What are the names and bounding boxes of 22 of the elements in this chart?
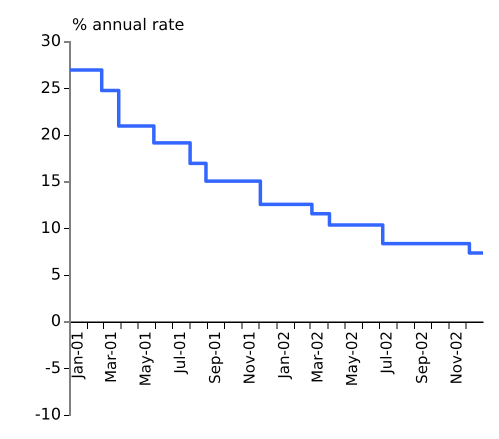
x-tick-label: May-02 — [343, 331, 362, 386]
x-tick-label: May-01 — [136, 331, 154, 386]
y-tick-label: 0 — [50, 311, 61, 330]
y-axis-title: % annual rate — [72, 15, 184, 34]
x-tick-label: Jul-01 — [170, 331, 189, 375]
y-tick-label: 20 — [40, 124, 61, 144]
x-tick-label: Jul-02 — [378, 331, 396, 375]
x-tick-label: Nov-01 — [240, 331, 259, 384]
x-tick-label: Jan-01 — [68, 331, 86, 380]
x-tick-label: Mar-02 — [308, 331, 327, 383]
x-tick-label: Jan-02 — [275, 331, 294, 380]
y-tick-label: -5 — [45, 358, 61, 377]
y-tick-label: 5 — [50, 264, 61, 284]
y-tick-label: -10 — [34, 404, 61, 424]
y-tick-label: 10 — [40, 218, 61, 237]
x-tick-label: Mar-01 — [102, 331, 120, 383]
y-tick-label: 15 — [40, 171, 61, 190]
x-tick-label: Sep-02 — [412, 331, 431, 384]
y-tick-label: 30 — [40, 31, 61, 50]
x-tick-label: Nov-02 — [447, 331, 466, 384]
x-tick-label: Sep-01 — [206, 331, 224, 384]
y-tick-label: 25 — [40, 78, 61, 97]
